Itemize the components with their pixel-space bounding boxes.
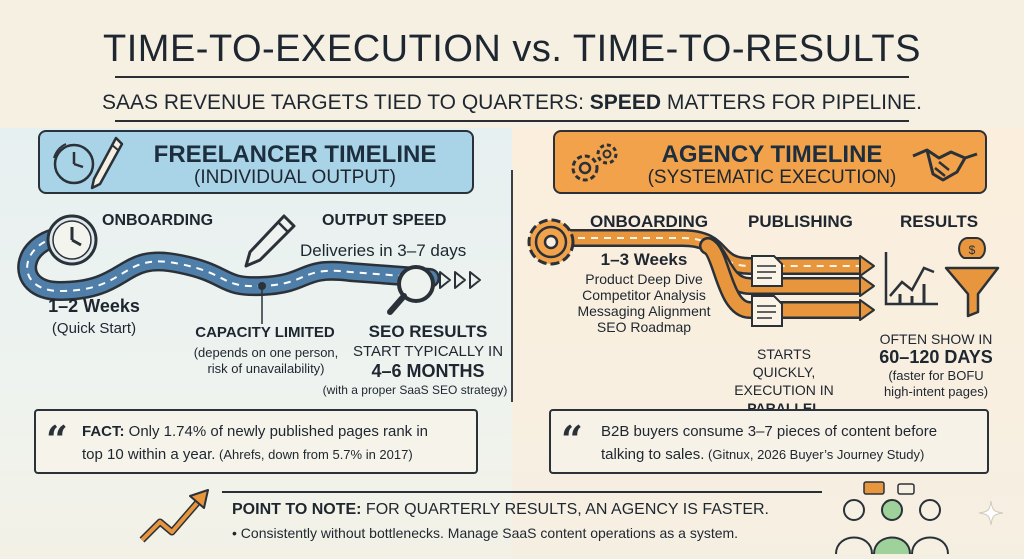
magnifier-icon — [387, 265, 435, 315]
freelancer-header: FREELANCER TIMELINE (INDIVIDUAL OUTPUT) — [38, 130, 474, 194]
freelancer-fact-source: (Ahrefs, down from 5.7% in 2017) — [215, 447, 413, 462]
sparkle-icon — [978, 500, 1004, 526]
agency-onboarding-duration: 1–3 Weeks — [600, 250, 688, 269]
agency-fact-line1: B2B buyers consume 3–7 pieces of content… — [601, 423, 938, 440]
freelancer-output-note: Deliveries in 3–7 days — [300, 241, 467, 260]
freelancer-capacity-note-2: risk of unavailability) — [207, 361, 325, 376]
note-label: POINT TO NOTE: — [232, 501, 362, 518]
agency-road — [543, 229, 875, 321]
agency-onboarding-item: Messaging Alignment — [577, 303, 711, 319]
page-subtitle: SAAS REVENUE TARGETS TIED TO QUARTERS: S… — [0, 91, 1024, 115]
gears-icon — [571, 143, 618, 182]
agency-results-note-1: (faster for BOFU — [888, 368, 984, 383]
freelancer-seo-note: (with a proper SaaS SEO strategy) — [322, 383, 508, 397]
note-text: FOR QUARTERLY RESULTS, AN AGENCY IS FAST… — [361, 501, 769, 518]
agency-results-label: RESULTS — [900, 212, 979, 231]
freelancer-capacity-note-1: (depends on one person, — [193, 345, 339, 360]
agency-fact-line2: talking to sales. (Gitnux, 2026 Buyer’s … — [601, 444, 987, 465]
freelancer-fact-line2: top 10 within a year. (Ahrefs, down from… — [82, 444, 474, 465]
quote-icon: “ — [46, 417, 68, 462]
chart-icon — [884, 252, 938, 306]
freelancer-fact-box: “ FACT: Only 1.74% of newly published pa… — [34, 409, 478, 474]
people-icon — [835, 481, 949, 555]
freelancer-seo-label: SEO RESULTS — [368, 322, 488, 341]
freelancer-road — [17, 226, 481, 324]
quote-icon: “ — [561, 417, 583, 462]
note-bullet: • Consistently without bottlenecks. Mana… — [232, 525, 739, 541]
agency-publishing-notes: STARTS QUICKLY, EXECUTION IN PARALLEL — [724, 345, 844, 417]
agency-results-note-2: high-intent pages) — [883, 384, 989, 399]
note-headline: POINT TO NOTE: FOR QUARTERLY RESULTS, AN… — [232, 501, 822, 519]
title-divider — [115, 76, 909, 78]
agency-onboarding-item: Product Deep Dive — [585, 271, 703, 287]
freelancer-output-label: OUTPUT SPEED — [322, 212, 447, 229]
freelancer-title: FREELANCER TIMELINE — [153, 141, 437, 168]
handshake-icon — [912, 148, 978, 182]
agency-publishing-label: PUBLISHING — [748, 212, 853, 231]
agency-header: AGENCY TIMELINE (SYSTEMATIC EXECUTION) — [553, 130, 987, 194]
agency-results-duration: 60–120 DAYS — [879, 347, 993, 367]
funnel-icon: $ — [944, 237, 1000, 318]
freelancer-subtitle: (INDIVIDUAL OUTPUT) — [194, 167, 396, 188]
trend-arrow-icon — [139, 489, 209, 543]
freelancer-fact-text2: top 10 within a year. — [82, 446, 216, 463]
freelancer-seo-duration: 4–6 MONTHS — [371, 361, 485, 381]
agency-title: AGENCY TIMELINE — [661, 141, 883, 168]
output-pencil-icon — [244, 214, 296, 268]
freelancer-section — [0, 128, 512, 559]
agency-fact-text2: talking to sales. — [601, 446, 705, 463]
fact-label: FACT: — [82, 423, 125, 440]
clock-icon — [53, 143, 95, 185]
subtitle-emphasis: SPEED — [589, 91, 661, 114]
agency-fact-box: “ B2B buyers consume 3–7 pieces of conte… — [549, 409, 989, 474]
document-icon — [751, 255, 783, 327]
pencil-icon — [90, 136, 124, 190]
agency-onboarding-item: Competitor Analysis — [582, 287, 706, 303]
section-divider — [511, 170, 513, 402]
agency-onboarding-items: Product Deep Dive Competitor Analysis Me… — [566, 271, 722, 335]
svg-text:$: $ — [969, 243, 976, 257]
freelancer-fact-line1: FACT: Only 1.74% of newly published page… — [82, 421, 474, 442]
note-divider — [222, 491, 822, 493]
agency-onboarding-label: ONBOARDING — [590, 212, 709, 231]
note-box: POINT TO NOTE: FOR QUARTERLY RESULTS, AN… — [222, 491, 820, 557]
agency-publishing-note-2: EXECUTION IN — [734, 382, 834, 398]
agency-results-line: OFTEN SHOW IN — [879, 331, 993, 347]
agency-subtitle: (SYSTEMATIC EXECUTION) — [647, 167, 897, 188]
freelancer-onboarding-label: ONBOARDING — [102, 212, 214, 229]
agency-publishing-note-1: STARTS QUICKLY, — [752, 346, 816, 380]
page-title: TIME-TO-EXECUTION vs. TIME-TO-RESULTS — [103, 28, 921, 70]
subtitle-suffix: MATTERS FOR PIPELINE. — [661, 91, 922, 114]
agency-section — [512, 128, 1024, 559]
freelancer-capacity-label: CAPACITY LIMITED — [195, 324, 335, 341]
freelancer-seo-line: START TYPICALLY IN — [352, 343, 504, 360]
onboarding-clock-icon — [46, 214, 98, 266]
freelancer-fact-text1: Only 1.74% of newly published pages rank… — [124, 423, 429, 440]
freelancer-onboarding-note: (Quick Start) — [51, 320, 137, 337]
freelancer-onboarding-duration: 1–2 Weeks — [48, 296, 140, 316]
agency-onboarding-item: SEO Roadmap — [596, 319, 692, 335]
subtitle-divider — [115, 120, 909, 122]
agency-fact-source: (Gitnux, 2026 Buyer’s Journey Study) — [704, 447, 925, 462]
onboarding-gear-icon — [527, 218, 575, 266]
subtitle-prefix: SAAS REVENUE TARGETS TIED TO QUARTERS: — [102, 91, 590, 114]
